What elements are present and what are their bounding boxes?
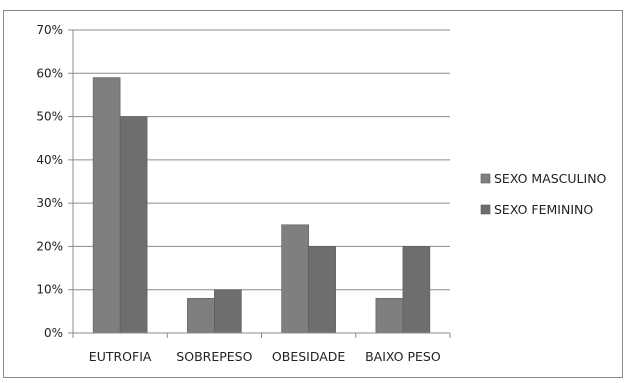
legend-swatch — [480, 204, 491, 215]
bar-feminino — [402, 246, 431, 334]
bar-feminino — [308, 246, 336, 334]
y-tick-label: 50% — [36, 110, 63, 124]
y-tick-label: 40% — [36, 153, 63, 167]
bar-masculino — [375, 298, 404, 334]
bar-masculino — [92, 77, 121, 334]
y-tick-label: 0% — [44, 326, 63, 340]
y-tick-label: 60% — [36, 66, 63, 80]
legend-label: SEXO MASCULINO — [494, 171, 607, 186]
x-category-label: BAIXO PESO — [365, 349, 441, 364]
bar-feminino — [119, 116, 148, 334]
y-axis-ticks: 0% 10% 20% 30% 40% 50% 60% 70% — [36, 23, 73, 340]
bars — [92, 77, 431, 334]
y-tick-label: 70% — [36, 23, 63, 37]
y-tick-label: 20% — [36, 239, 63, 253]
y-tick-label: 10% — [36, 283, 63, 297]
bar-masculino — [187, 298, 215, 334]
x-category-label: OBESIDADE — [272, 349, 346, 364]
bar-feminino — [214, 289, 242, 334]
x-category-label: SOBREPESO — [176, 349, 252, 364]
y-tick-label: 30% — [36, 196, 63, 210]
legend-swatch — [480, 173, 491, 184]
legend: SEXO MASCULINO SEXO FEMININO — [480, 171, 607, 217]
x-category-label: EUTROFIA — [89, 349, 152, 364]
legend-label: SEXO FEMININO — [494, 202, 593, 217]
bar-masculino — [281, 224, 309, 334]
x-axis-categories: EUTROFIA SOBREPESO OBESIDADE BAIXO PESO — [72, 333, 451, 364]
